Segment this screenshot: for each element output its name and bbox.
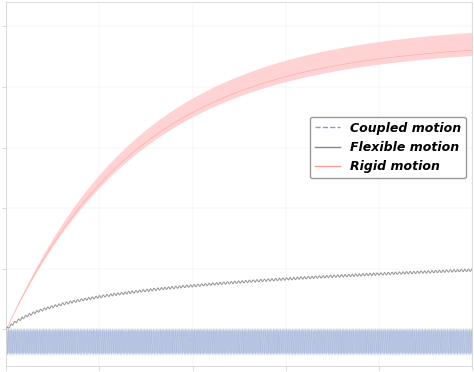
Legend: Coupled motion, Flexible motion, Rigid motion: Coupled motion, Flexible motion, Rigid m… (310, 117, 465, 178)
